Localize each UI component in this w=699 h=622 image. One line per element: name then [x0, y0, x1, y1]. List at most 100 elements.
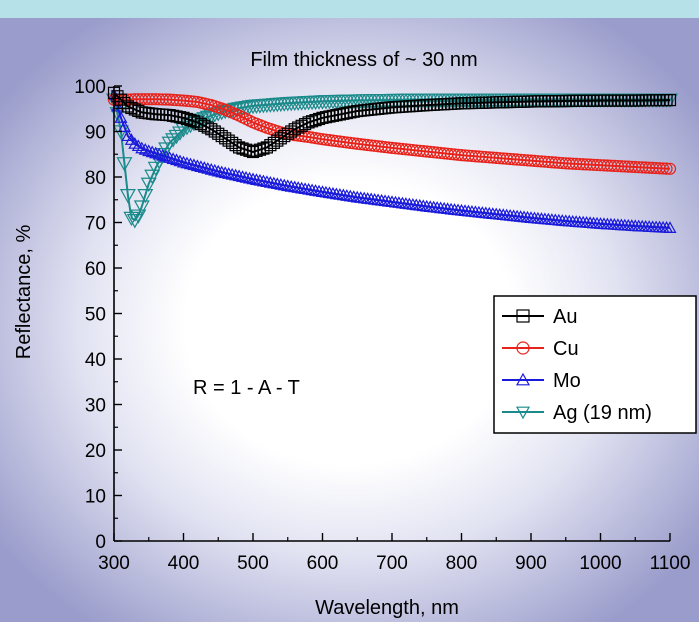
data-point-ag-19-nm — [199, 110, 216, 126]
legend-marker-mo — [515, 372, 531, 386]
data-point-ag-19-nm — [140, 177, 157, 193]
axes — [113, 85, 671, 542]
x-tick-label: 400 — [168, 553, 200, 574]
data-point-mo — [194, 160, 208, 172]
data-point-au — [114, 93, 128, 106]
data-point-mo — [128, 137, 142, 149]
data-point-au — [118, 96, 131, 110]
y-tick-label: 50 — [85, 305, 106, 326]
data-point-mo — [135, 141, 149, 154]
x-tick-label: 600 — [307, 553, 339, 574]
data-point-cu — [660, 162, 673, 175]
data-point-au — [267, 136, 280, 149]
legend-label-ag-19-nm: Ag (19 nm) — [553, 402, 652, 424]
x-tick-label: 1100 — [650, 553, 691, 574]
data-point-mo — [170, 153, 184, 166]
data-point-mo — [204, 162, 218, 175]
series-mo — [107, 88, 677, 233]
data-point-mo — [149, 146, 163, 159]
data-point-mo — [211, 164, 225, 177]
data-point-mo — [218, 166, 232, 179]
data-point-au — [208, 125, 221, 138]
legend: Au Cu Mo Ag (19 nm) — [493, 295, 697, 434]
legend-marker-ag-19-nm — [515, 406, 531, 420]
data-point-cu — [663, 162, 677, 175]
legend-marker-cu — [516, 341, 530, 355]
data-point-mo — [232, 169, 246, 182]
data-point-mo — [114, 111, 128, 123]
data-point-mo — [277, 178, 291, 191]
data-point-ag-19-nm — [137, 189, 154, 204]
y-tick-labels: 0 10 20 30 40 50 60 70 80 90 100 — [74, 77, 106, 553]
data-point-ag-19-nm — [161, 136, 178, 152]
data-point-cu — [656, 162, 670, 175]
data-point-mo — [163, 151, 177, 163]
series-cu — [107, 93, 677, 175]
data-point-mo — [142, 144, 156, 157]
legend-label-au: Au — [553, 306, 577, 328]
data-point-mo — [215, 165, 229, 178]
series-au — [107, 86, 677, 159]
data-point-mo — [197, 161, 211, 173]
data-point-ag-19-nm — [133, 200, 150, 215]
x-tick-labels: 300 400 500 600 700 800 900 1000 1100 — [98, 553, 690, 574]
data-point-mo — [183, 157, 197, 170]
data-point-mo — [263, 175, 277, 188]
data-point-ag-19-nm — [119, 189, 136, 204]
x-tick-label: 800 — [446, 553, 478, 574]
data-point-mo — [208, 163, 222, 176]
legend-label-cu: Cu — [553, 338, 579, 360]
data-point-au — [219, 132, 232, 145]
x-tick-label: 700 — [376, 553, 408, 574]
data-point-ag-19-nm — [178, 120, 195, 136]
data-point-mo — [267, 176, 281, 189]
data-point-au — [111, 90, 124, 103]
data-point-mo — [256, 174, 270, 187]
data-point-mo — [239, 170, 253, 183]
data-point-mo — [145, 145, 159, 158]
data-point-mo — [243, 171, 257, 184]
data-point-mo — [159, 150, 173, 162]
data-point-mo — [663, 221, 677, 233]
data-point-au — [260, 141, 273, 154]
data-point-ag-19-nm — [165, 133, 182, 148]
data-point-mo — [190, 159, 204, 172]
data-point-mo — [152, 147, 166, 160]
data-point-mo — [222, 167, 236, 179]
data-point-mo — [246, 172, 260, 185]
data-point-mo — [236, 170, 250, 182]
formula-annotation: R = 1 - A - T — [193, 377, 300, 399]
y-tick-label: 80 — [85, 168, 106, 189]
data-point-au — [663, 94, 677, 107]
data-point-au — [274, 132, 287, 145]
data-point-mo — [156, 148, 170, 161]
data-point-au — [212, 127, 225, 140]
data-point-mo — [274, 177, 288, 190]
data-point-au — [201, 121, 214, 134]
data-point-au — [281, 127, 294, 140]
data-point-mo — [260, 175, 274, 188]
data-point-mo — [180, 156, 194, 169]
data-point-ag-19-nm — [130, 209, 147, 224]
y-tick-label: 90 — [85, 123, 106, 144]
data-point-mo — [173, 154, 187, 167]
x-tick-label: 300 — [98, 553, 130, 574]
data-point-mo — [249, 173, 263, 185]
x-tick-label: 1000 — [579, 553, 621, 574]
legend-marker-au — [516, 309, 530, 323]
data-point-mo — [176, 155, 191, 168]
data-point-mo — [270, 177, 284, 190]
data-point-au — [222, 134, 235, 147]
y-tick-label: 0 — [95, 532, 106, 553]
data-point-ag-19-nm — [172, 126, 189, 141]
data-point-mo — [166, 152, 180, 165]
data-point-mo — [229, 168, 243, 181]
top-band — [0, 0, 699, 18]
data-point-ag-19-nm — [123, 211, 140, 227]
data-point-au — [278, 129, 291, 143]
data-point-au — [205, 123, 218, 136]
data-point-ag-19-nm — [144, 169, 161, 185]
data-point-mo — [187, 158, 201, 171]
